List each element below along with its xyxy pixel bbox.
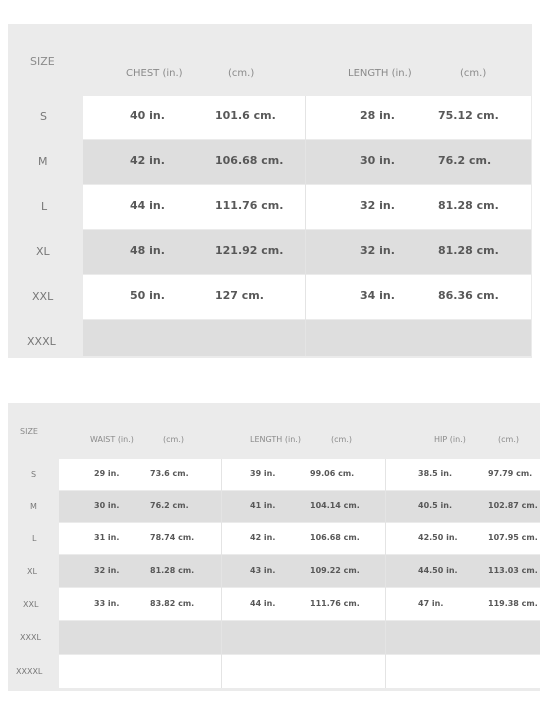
chest-in-header: CHEST (in.) (126, 68, 183, 79)
length-cm-value: 106.68 cm. (310, 533, 360, 542)
length-cm-value: 109.22 cm. (310, 566, 360, 575)
length-in-value: 43 in. (250, 566, 276, 575)
size-label: L (41, 200, 48, 213)
chest-in-value: 50 in. (130, 289, 165, 302)
hip-cm-value: 107.95 cm. (488, 533, 538, 542)
length-in-value: 32 in. (360, 199, 395, 212)
size-label: L (32, 534, 37, 543)
length-in-header: LENGTH (in.) (348, 68, 412, 79)
size-label: XXL (23, 600, 39, 609)
size-label: M (30, 502, 37, 511)
chest-cm-header: (cm.) (228, 68, 255, 79)
length-cm-value: 111.76 cm. (310, 599, 360, 608)
chest-in-value: 42 in. (130, 154, 165, 167)
table-row (59, 555, 540, 587)
length-cm-header: (cm.) (331, 435, 352, 444)
length-cm-value: 99.06 cm. (310, 469, 355, 478)
hip-in-value: 40.5 in. (418, 501, 452, 510)
table-row (59, 621, 540, 654)
length-cm-value: 81.28 cm. (438, 199, 499, 212)
waist-cm-value: 73.6 cm. (150, 469, 189, 478)
hip-cm-value: 102.87 cm. (488, 501, 538, 510)
length-in-value: 41 in. (250, 501, 276, 510)
chest-cm-value: 111.76 cm. (215, 199, 284, 212)
chest-in-value: 48 in. (130, 244, 165, 257)
column-divider (221, 459, 222, 688)
table-row (59, 459, 540, 490)
hip-cm-header: (cm.) (498, 435, 519, 444)
size-label: M (38, 155, 48, 168)
table-row (59, 655, 540, 688)
length-in-value: 28 in. (360, 109, 395, 122)
column-divider (385, 459, 386, 688)
size-label: XXXXL (16, 667, 43, 676)
hip-in-value: 42.50 in. (418, 533, 458, 542)
length-cm-value: 81.28 cm. (438, 244, 499, 257)
chest-in-value: 44 in. (130, 199, 165, 212)
table-row (59, 491, 540, 522)
size-label: XXXL (20, 633, 41, 642)
table-row (83, 230, 531, 274)
waist-cm-value: 76.2 cm. (150, 501, 189, 510)
waist-cm-value: 83.82 cm. (150, 599, 195, 608)
length-in-value: 42 in. (250, 533, 276, 542)
table-row (83, 96, 531, 139)
length-in-value: 32 in. (360, 244, 395, 257)
waist-in-value: 29 in. (94, 469, 120, 478)
table-row (83, 320, 531, 356)
length-cm-value: 75.12 cm. (438, 109, 499, 122)
waist-cm-value: 81.28 cm. (150, 566, 195, 575)
size-label: XL (36, 245, 50, 258)
hip-cm-value: 97.79 cm. (488, 469, 533, 478)
hip-cm-value: 113.03 cm. (488, 566, 538, 575)
length-in-value: 39 in. (250, 469, 276, 478)
length-in-header: LENGTH (in.) (250, 435, 301, 444)
hip-in-value: 47 in. (418, 599, 444, 608)
waist-in-value: 31 in. (94, 533, 120, 542)
length-cm-header: (cm.) (460, 68, 487, 79)
waist-in-value: 30 in. (94, 501, 120, 510)
chest-cm-value: 121.92 cm. (215, 244, 284, 257)
length-in-value: 30 in. (360, 154, 395, 167)
table-row (83, 275, 531, 319)
size-label: XL (27, 567, 37, 576)
waist-in-value: 32 in. (94, 566, 120, 575)
column-divider (305, 96, 306, 356)
waist-in-value: 33 in. (94, 599, 120, 608)
length-cm-value: 76.2 cm. (438, 154, 492, 167)
chest-in-value: 40 in. (130, 109, 165, 122)
chest-cm-value: 101.6 cm. (215, 109, 276, 122)
length-cm-value: 104.14 cm. (310, 501, 360, 510)
length-in-value: 34 in. (360, 289, 395, 302)
table-row (59, 588, 540, 620)
hip-cm-value: 119.38 cm. (488, 599, 538, 608)
length-in-value: 44 in. (250, 599, 276, 608)
table-row (59, 523, 540, 554)
size-header: SIZE (20, 427, 38, 436)
chest-cm-value: 127 cm. (215, 289, 264, 302)
table-row (83, 185, 531, 229)
waist-cm-header: (cm.) (163, 435, 184, 444)
hip-in-value: 38.5 in. (418, 469, 452, 478)
chest-cm-value: 106.68 cm. (215, 154, 284, 167)
size-label: XXL (32, 290, 54, 303)
size-label: XXXL (27, 335, 56, 348)
hip-in-header: HIP (in.) (434, 435, 466, 444)
waist-in-header: WAIST (in.) (90, 435, 134, 444)
table-row (83, 140, 531, 184)
size-label: S (31, 470, 37, 479)
length-cm-value: 86.36 cm. (438, 289, 499, 302)
hip-in-value: 44.50 in. (418, 566, 458, 575)
waist-cm-value: 78.74 cm. (150, 533, 195, 542)
size-header: SIZE (30, 55, 55, 68)
size-label: S (40, 110, 47, 123)
